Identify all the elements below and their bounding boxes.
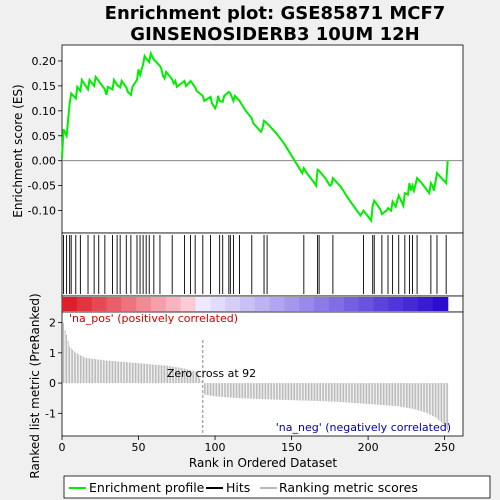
- es-y-tick-label: 0.15: [32, 80, 57, 93]
- color-bar-segment: [254, 297, 271, 311]
- color-bar-segment: [329, 297, 345, 311]
- legend-metric-label: Ranking metric scores: [279, 480, 418, 495]
- es-y-tick-label: -0.10: [28, 205, 56, 218]
- es-y-tick-label: 0.10: [32, 105, 57, 118]
- color-bar-segment: [151, 297, 167, 311]
- x-axis-label: Rank in Ordered Dataset: [189, 456, 337, 470]
- metric-y-axis-label: Ranked list metric (PreRanked): [28, 293, 42, 478]
- metric-y-tick-label: 1: [49, 347, 56, 360]
- es-y-axis: -0.10 -0.05 0.00 0.05 0.10 0.15 0.20: [28, 55, 62, 218]
- color-bar-segment: [165, 297, 182, 311]
- ranking-metric-bars: [63, 322, 449, 430]
- x-tick-label: 250: [434, 441, 455, 454]
- es-y-tick-label: 0.00: [32, 155, 57, 168]
- color-bar-segment: [269, 297, 286, 311]
- color-bar-segment: [210, 297, 226, 311]
- hits-panel: [61, 232, 464, 297]
- es-y-axis-label: Enrichment score (ES): [11, 84, 25, 217]
- zero-cross-label: Zero cross at 92: [167, 367, 256, 380]
- x-tick-label: 0: [59, 441, 66, 454]
- x-tick-label: 150: [281, 441, 302, 454]
- x-tick-label: 100: [205, 441, 226, 454]
- x-axis: 0 50 100 150 200 250: [59, 436, 455, 454]
- color-bar-segment: [314, 297, 330, 311]
- x-tick-label: 200: [358, 441, 379, 454]
- color-bar-segment: [388, 297, 404, 311]
- positive-label: 'na_pos' (positively correlated): [69, 312, 238, 325]
- legend-hits-label: Hits: [226, 480, 250, 495]
- color-bar-segment: [195, 297, 211, 311]
- color-bar-segment: [418, 297, 434, 311]
- rank-color-bar: [62, 297, 449, 311]
- x-tick-label: 50: [132, 441, 146, 454]
- color-bar-segment: [240, 297, 256, 311]
- chart-title-line1: Enrichment plot: GSE85871 MCF7: [105, 3, 446, 24]
- enrichment-profile-line: [61, 50, 449, 224]
- legend-enrichment-label: Enrichment profile: [89, 480, 205, 495]
- color-bar-segment: [284, 297, 300, 311]
- legend-box: [63, 475, 491, 499]
- color-bar-segment: [121, 297, 137, 311]
- metric-panel: [61, 311, 464, 437]
- metric-y-tick-label: 2: [49, 317, 56, 330]
- color-bar-segment: [403, 297, 419, 311]
- color-bar-segment: [225, 297, 241, 311]
- color-bar-segment: [343, 297, 360, 311]
- hit-markers: [63, 235, 447, 294]
- color-bar-segment: [358, 297, 375, 311]
- metric-y-tick-label: 0: [49, 377, 56, 390]
- metric-y-axis: -1 0 1 2: [45, 317, 62, 420]
- color-bar-segment: [91, 297, 108, 311]
- color-bar-segment: [76, 297, 93, 311]
- es-y-tick-label: 0.05: [32, 130, 57, 143]
- color-bar-segment: [299, 297, 315, 311]
- color-bar-segment: [180, 297, 197, 311]
- es-y-tick-label: 0.20: [32, 55, 57, 68]
- color-bar-segment: [373, 297, 389, 311]
- color-bar-segment: [432, 297, 449, 311]
- color-bar-segment: [62, 297, 78, 311]
- color-bar-segment: [136, 297, 152, 311]
- color-bar-segment: [106, 297, 122, 311]
- es-y-tick-label: -0.05: [28, 180, 56, 193]
- metric-y-tick-label: -1: [45, 407, 56, 420]
- negative-label: 'na_neg' (negatively correlated): [276, 421, 451, 434]
- chart-title-line2: GINSENOSIDERB3 10UM 12H: [130, 24, 419, 45]
